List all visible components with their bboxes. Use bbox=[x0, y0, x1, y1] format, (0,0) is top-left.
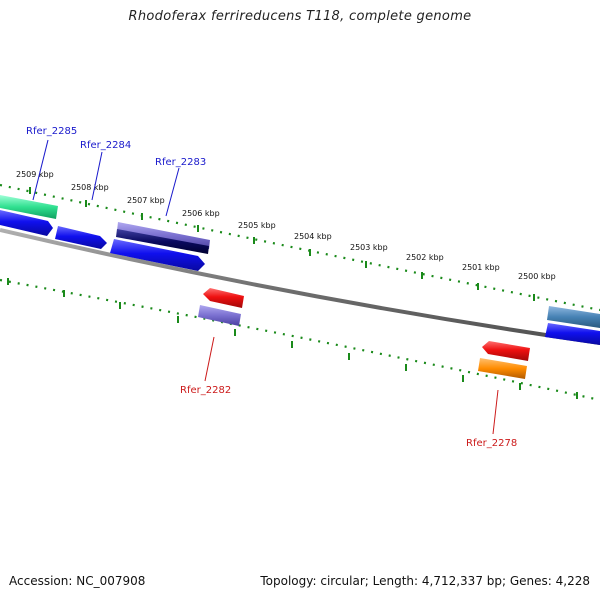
gene-forward[interactable] bbox=[55, 226, 107, 249]
outer-major-ticks bbox=[29, 187, 535, 301]
label-leader-line bbox=[165, 167, 180, 217]
tick-label: 2500 kbp bbox=[518, 272, 556, 281]
gene-reverse[interactable] bbox=[203, 288, 244, 308]
gene-label-rfer-2282[interactable]: Rfer_2282 bbox=[180, 385, 231, 396]
tick-label: 2502 kbp bbox=[406, 253, 444, 262]
gene-reverse[interactable] bbox=[482, 341, 530, 361]
gene-label-rfer-2285[interactable]: Rfer_2285 bbox=[26, 126, 77, 137]
accession-text: Accession: NC_007908 bbox=[9, 574, 146, 588]
label-leader-line bbox=[492, 389, 499, 435]
inner-major-ticks bbox=[7, 278, 578, 399]
tick-label: 2509 kbp bbox=[16, 170, 54, 179]
gene-label-rfer-2278[interactable]: Rfer_2278 bbox=[466, 438, 517, 449]
tick-label: 2507 kbp bbox=[127, 196, 165, 205]
gene-label-rfer-2284[interactable]: Rfer_2284 bbox=[80, 140, 131, 151]
gene-steel[interactable] bbox=[547, 306, 600, 328]
gene-forward[interactable] bbox=[0, 210, 53, 236]
genome-summary-text: Topology: circular; Length: 4,712,337 bp… bbox=[260, 574, 590, 588]
genome-title: Rhodoferax ferrireducens T118, complete … bbox=[128, 9, 472, 24]
tick-label: 2504 kbp bbox=[294, 232, 332, 241]
gene-forward[interactable] bbox=[545, 323, 600, 345]
tick-label: 2508 kbp bbox=[71, 183, 109, 192]
gene-rfer-2285[interactable] bbox=[0, 195, 58, 219]
label-leader-line bbox=[91, 151, 103, 201]
outer-tick-track bbox=[0, 183, 600, 312]
tick-label: 2506 kbp bbox=[182, 209, 220, 218]
gene-rfer-2282[interactable] bbox=[198, 305, 241, 326]
label-leader-line bbox=[204, 336, 215, 382]
gene-rfer-2283-inner[interactable] bbox=[116, 229, 209, 254]
tick-label: 2501 kbp bbox=[462, 263, 500, 272]
gene-label-rfer-2283[interactable]: Rfer_2283 bbox=[155, 157, 206, 168]
genome-backbone bbox=[0, 228, 600, 345]
label-leader-line bbox=[32, 139, 49, 201]
gene-rfer-2278[interactable] bbox=[478, 358, 527, 379]
tick-label: 2505 kbp bbox=[238, 221, 276, 230]
gene-forward[interactable] bbox=[110, 239, 205, 271]
inner-tick-track bbox=[0, 278, 600, 402]
tick-label: 2503 kbp bbox=[350, 243, 388, 252]
